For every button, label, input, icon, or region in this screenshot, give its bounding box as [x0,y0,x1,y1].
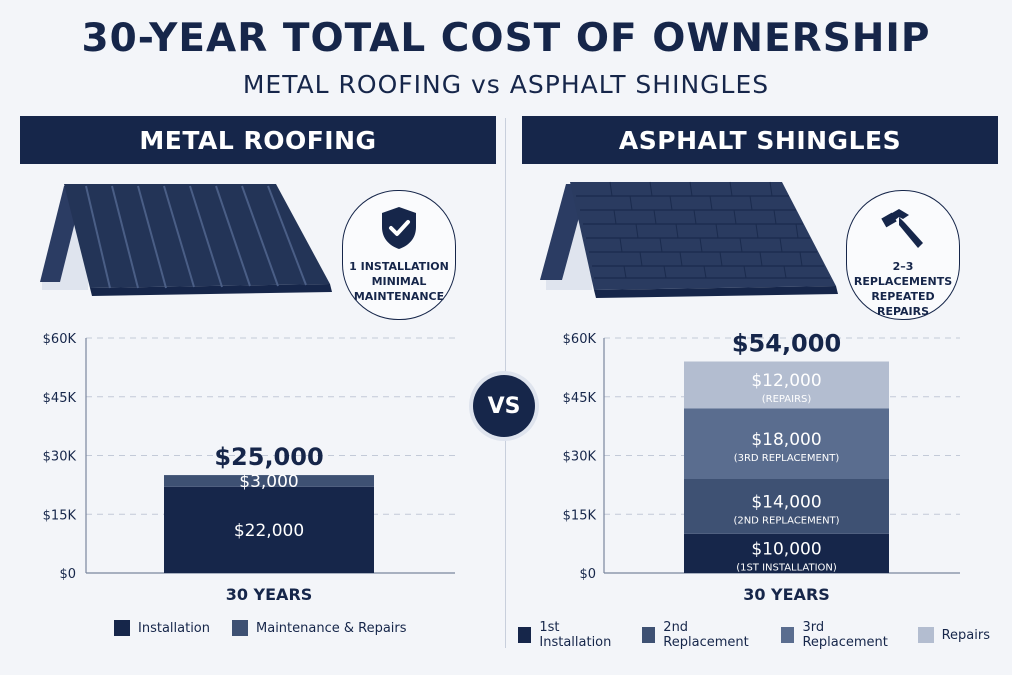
asphalt-badge: 2–3 REPLACEMENTS REPEATED REPAIRS [846,190,960,320]
metal-legend-item: Installation [114,620,210,636]
shield-check-icon [379,205,419,255]
asphalt-panel-header: ASPHALT SHINGLES [522,116,998,164]
metal-bar-segment-2 [164,475,374,487]
asphalt-legend-swatch [917,627,934,643]
asphalt-legend-item: 3rd Replacement [781,620,896,650]
asphalt-legend-label: Repairs [941,627,990,643]
asphalt-badge-line-1: 2–3 REPLACEMENTS [853,260,953,288]
asphalt-segment-value-label: $14,000 [751,492,821,512]
metal-badge: 1 INSTALLATION MINIMAL MAINTENANCE [342,190,456,320]
metal-y-tick-label: $0 [59,567,76,582]
metal-legend-swatch [114,620,130,636]
metal-legend: Installation Maintenance & Repairs [114,620,429,636]
asphalt-y-tick-label: $60K [563,332,597,347]
asphalt-legend-item: Repairs [917,627,990,643]
metal-category-label: 30 YEARS [226,585,313,604]
asphalt-legend-item: 2nd Replacement [641,620,759,650]
asphalt-legend-swatch [781,627,795,643]
asphalt-y-tick-label: $30K [563,450,597,465]
vs-badge: VS [473,375,535,437]
asphalt-y-tick-label: $0 [579,567,596,582]
asphalt-y-tick-label: $15K [563,508,597,523]
metal-badge-line-2: MINIMAL [371,275,427,288]
metal-segment-value-label: $3,000 [239,472,298,492]
metal-legend-item: Maintenance & Repairs [232,620,407,636]
metal-legend-label: Maintenance & Repairs [256,620,407,636]
metal-total-label: $25,000 [214,443,323,471]
page-subtitle: METAL ROOFING vs ASPHALT SHINGLES [242,70,770,99]
metal-badge-line-1: 1 INSTALLATION [349,260,449,273]
asphalt-badge-line-3: REPAIRS [876,305,930,318]
asphalt-badge-line-2: REPEATED [871,290,935,303]
asphalt-legend-swatch [518,627,532,643]
asphalt-segment-value-label: $18,000 [751,430,821,450]
hammer-icon [879,205,927,255]
asphalt-segment-sub-label: (2ND REPLACEMENT) [733,515,839,526]
page-title: 30-YEAR TOTAL COST OF OWNERSHIP [81,16,931,61]
asphalt-segment-value-label: $10,000 [751,539,821,559]
asphalt-bar-segment-2 [684,479,889,534]
metal-legend-swatch [232,620,249,636]
metal-y-tick-label: $60K [43,332,77,347]
metal-y-tick-label: $15K [43,508,77,523]
asphalt-bar-segment-1 [684,533,889,573]
asphalt-legend-label: 2nd Replacement [663,620,749,650]
metal-y-tick-label: $45K [43,391,77,406]
metal-badge-line-3: MAINTENANCE [353,290,445,303]
metal-bar-segment-1 [164,486,374,573]
asphalt-legend-item: 1st Installation [518,620,620,650]
asphalt-bar-segment-4 [684,361,889,409]
asphalt-segment-sub-label: (REPAIRS) [762,394,812,405]
metal-panel-header: METAL ROOFING [20,116,496,164]
asphalt-y-tick-label: $45K [563,391,597,406]
asphalt-category-label: 30 YEARS [743,585,830,604]
asphalt-total-label: $54,000 [732,330,841,358]
asphalt-segment-sub-label: (3RD REPLACEMENT) [734,453,840,464]
asphalt-legend-label: 3rd Replacement [802,620,888,650]
asphalt-segment-sub-label: (1ST INSTALLATION) [736,562,837,573]
metal-legend-label: Installation [138,620,211,636]
asphalt-segment-value-label: $12,000 [751,371,821,391]
metal-segment-value-label: $22,000 [234,521,304,541]
asphalt-legend-swatch [641,627,656,643]
metal-y-tick-label: $30K [43,450,77,465]
asphalt-legend-label: 1st Installation [539,620,612,650]
asphalt-legend: 1st Installation 2nd Replacement 3rd Repla… [518,620,1012,650]
asphalt-bar-segment-3 [684,408,889,479]
